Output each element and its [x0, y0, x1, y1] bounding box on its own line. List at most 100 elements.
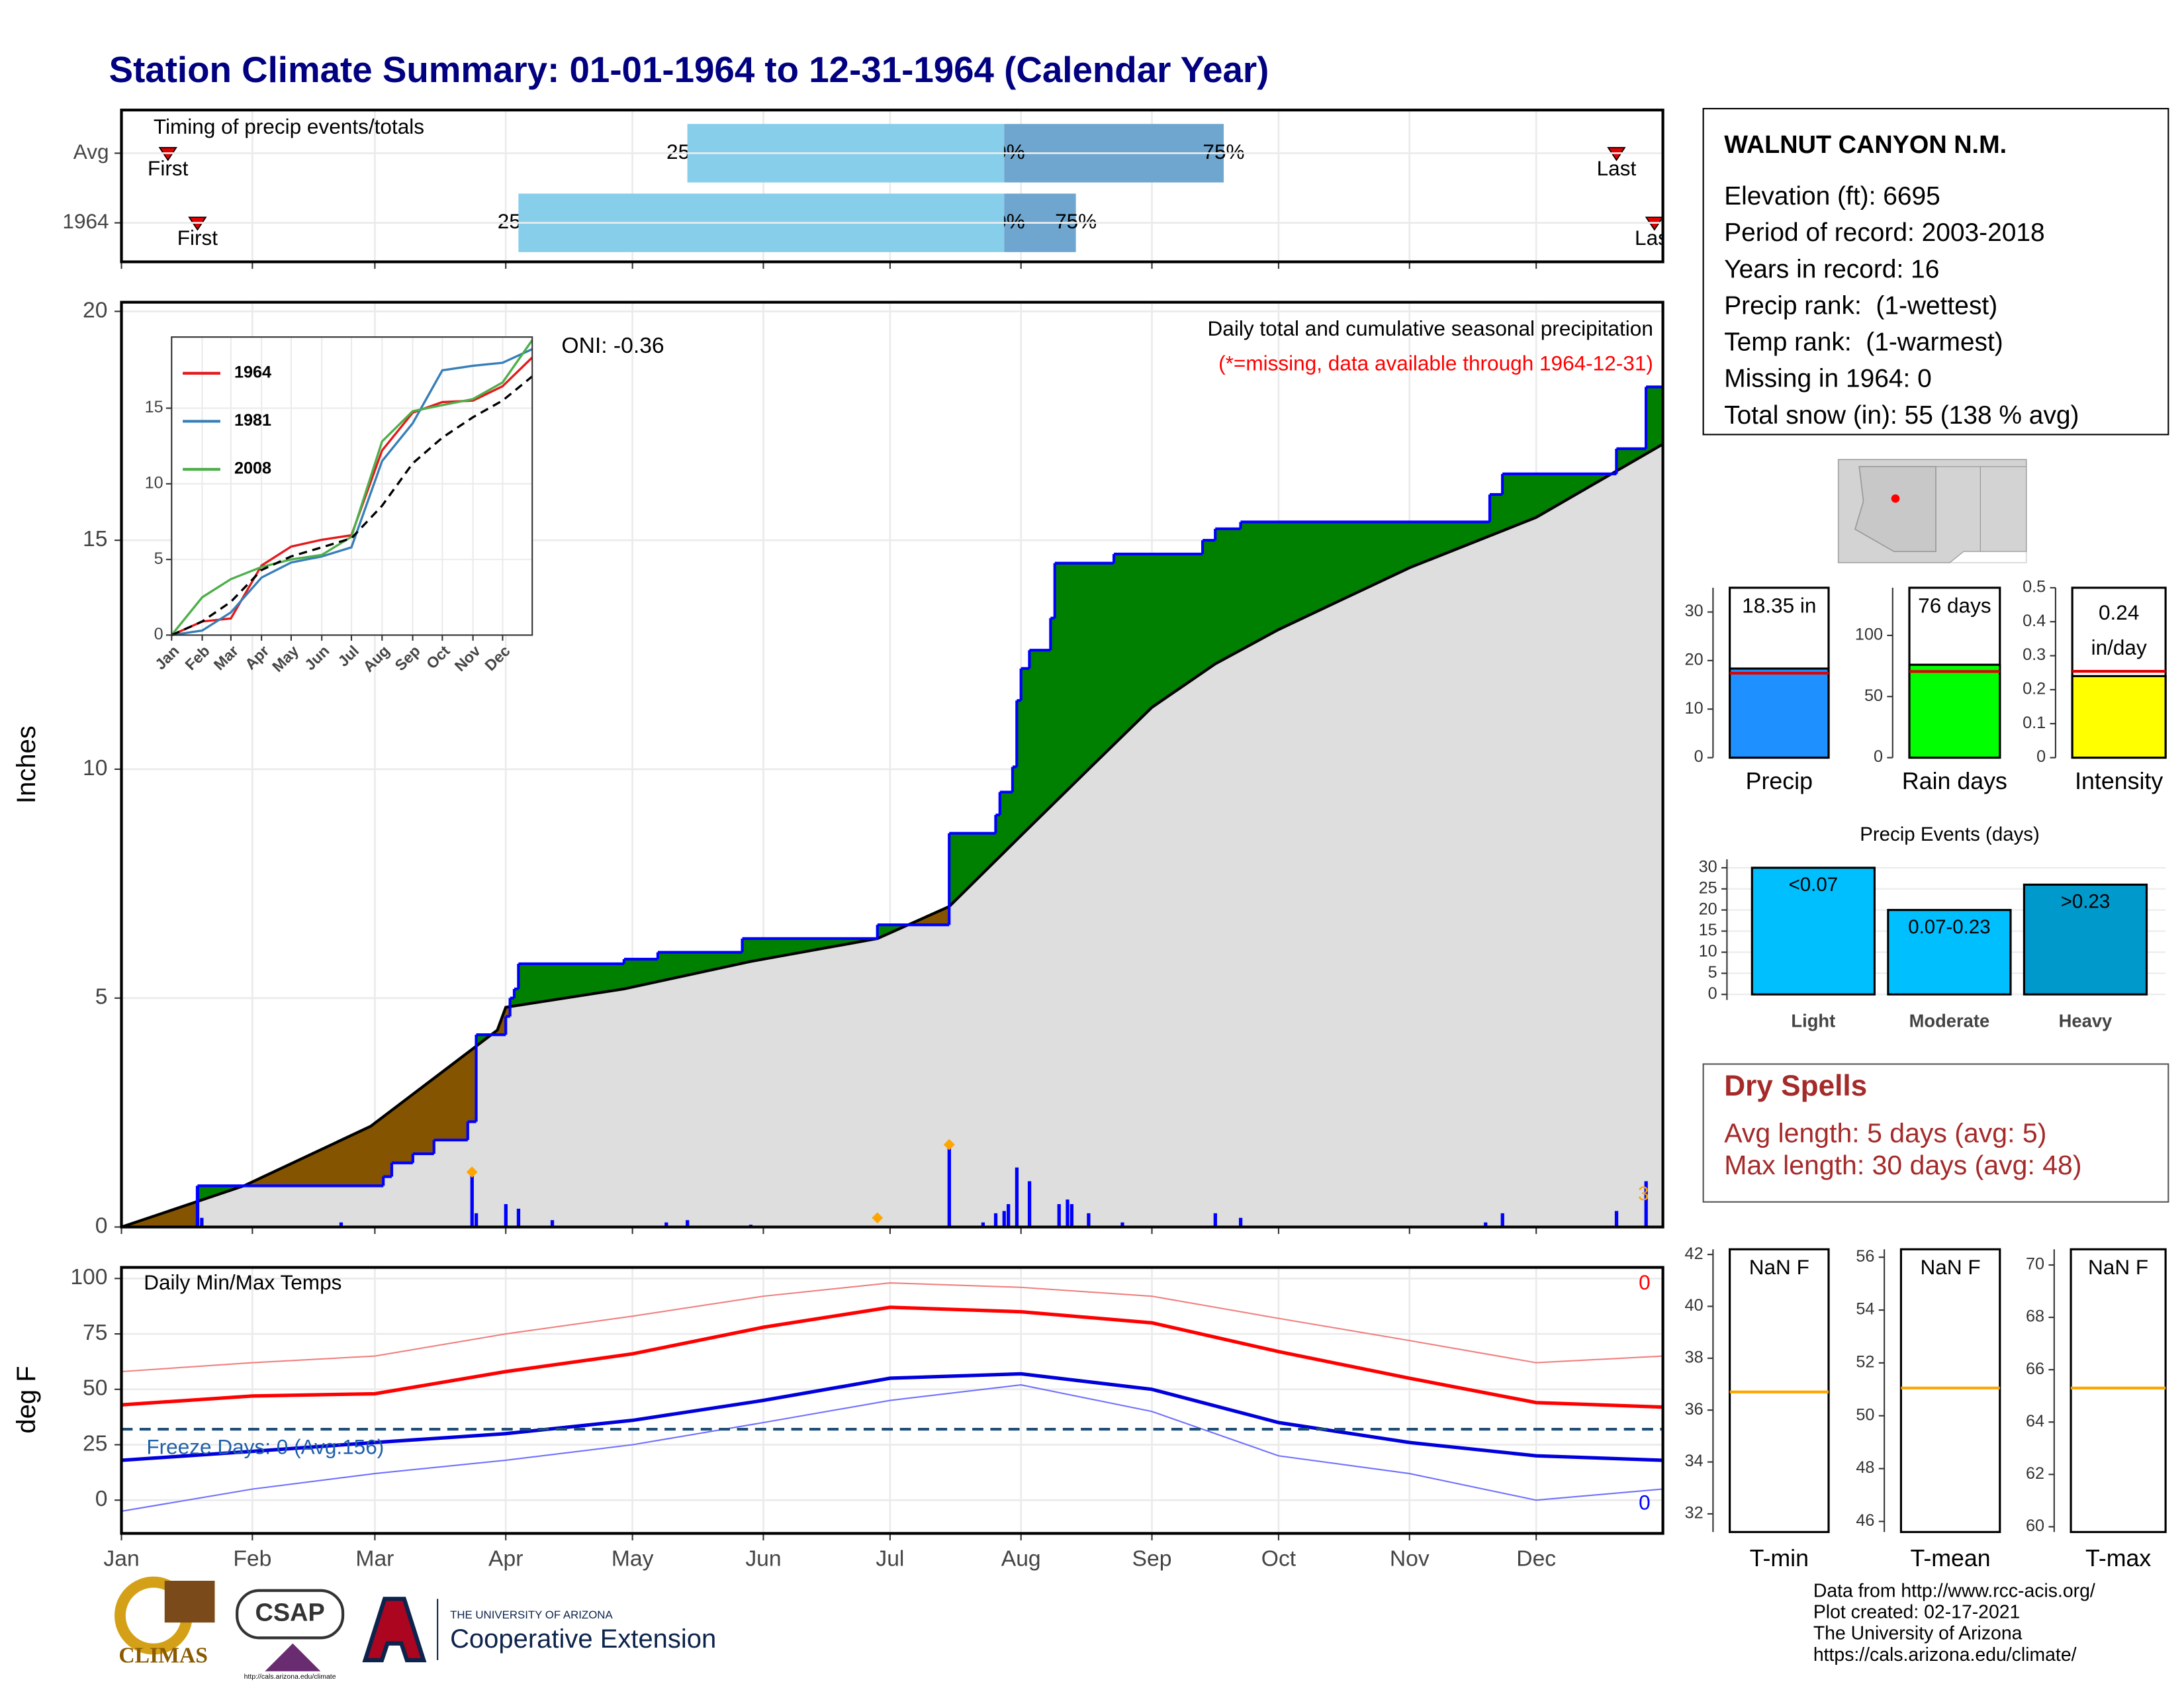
bar: [1751, 867, 1876, 996]
y-tick-label: 10: [1699, 942, 1717, 961]
csap-mountain: [265, 1643, 321, 1671]
x-tick-label: Oct: [1261, 1546, 1297, 1571]
x-tick-label: Aug: [1001, 1546, 1041, 1571]
y-axis-label: Inches: [12, 726, 41, 804]
daily-bar: [1644, 1181, 1648, 1227]
station-line: Precip rank: (1-wettest): [1724, 291, 1997, 320]
daily-bar: [1027, 1181, 1032, 1227]
bar: [2023, 883, 2148, 996]
bin-label: >0.23: [2061, 891, 2111, 913]
quartile-label: 75%: [1055, 209, 1097, 233]
y-tick-label: 60: [2026, 1517, 2044, 1535]
bar: [1729, 667, 1830, 759]
y-tick-label: 0: [95, 1487, 108, 1511]
timing-title: Timing of precip events/totals: [154, 115, 424, 138]
note: 3: [1638, 1183, 1649, 1205]
daily-bar: [1015, 1167, 1019, 1227]
y-tick-label: 54: [1856, 1300, 1874, 1319]
temp-line: [121, 1372, 1663, 1462]
daily-bar: [981, 1222, 985, 1227]
row-label: 1964: [62, 209, 109, 233]
category-label: Heavy: [2059, 1011, 2113, 1031]
value-label: NaN F: [1921, 1255, 1981, 1279]
y-tick-label: 46: [1856, 1511, 1874, 1530]
y-tick-label: 10: [145, 474, 163, 492]
y-tick-label: 0.4: [2023, 612, 2046, 630]
category-label: T-max: [2085, 1545, 2151, 1571]
station-line: Temp rank: (1-warmest): [1724, 328, 2003, 357]
y-tick-label: 64: [2026, 1412, 2044, 1430]
event-label: First: [148, 156, 189, 180]
y-tick-label: 36: [1685, 1400, 1704, 1419]
daily-bar: [516, 1208, 521, 1227]
daily-bar: [195, 1186, 200, 1227]
y-tick-label: 0.3: [2023, 645, 2046, 664]
station-line: Years in record: 16: [1724, 255, 1939, 283]
y-tick-label: 42: [1685, 1244, 1704, 1263]
station-line: Elevation (ft): 6695: [1724, 182, 1940, 211]
value-label: NaN F: [1749, 1255, 1809, 1279]
bar: [1887, 909, 2012, 996]
y-tick-label: 30: [1699, 858, 1717, 876]
inset-line: [171, 375, 533, 636]
quartile-label: 75%: [1203, 140, 1244, 164]
precip-subtitle: (*=missing, data available through 1964-…: [1218, 352, 1653, 375]
y-tick-label: 0.1: [2023, 714, 2046, 732]
daily-bar: [470, 1172, 474, 1227]
oni-label: ONI: -0.36: [561, 334, 664, 358]
map: [1837, 459, 2027, 564]
x-tick-label: Sep: [1132, 1546, 1172, 1571]
panel-border: [120, 1266, 1664, 1535]
dry-spell-line: Max length: 30 days (avg: 48): [1724, 1150, 2081, 1180]
x-tick-label: Mar: [355, 1546, 394, 1571]
y-tick-label: 0.5: [2023, 578, 2046, 596]
daily-bar: [200, 1217, 204, 1227]
y-tick-label: 50: [1864, 686, 1883, 705]
ua-text: THE UNIVERSITY OF ARIZONA: [450, 1609, 613, 1621]
temp-line: [121, 1384, 1663, 1513]
station-line: Total snow (in): 55 (138 % avg): [1724, 401, 2079, 430]
daily-bar: [947, 1145, 951, 1227]
y-tick-label: 20: [83, 298, 107, 322]
daily-bar: [1238, 1217, 1243, 1227]
y-tick-label: 20: [1685, 651, 1704, 669]
y-tick-label: 50: [1856, 1405, 1874, 1424]
csap-cloud: [236, 1589, 345, 1640]
daily-bar: [1002, 1211, 1006, 1227]
box: [1899, 1248, 2001, 1533]
climas-text: CLIMAS: [118, 1643, 208, 1667]
station-box: [1702, 108, 2169, 436]
daily-bar: [550, 1220, 555, 1227]
daily-bar: [504, 1204, 508, 1227]
y-tick-label: 25: [83, 1431, 107, 1456]
x-tick-label: Feb: [233, 1546, 271, 1571]
dry-spells-title: Dry Spells: [1724, 1070, 1867, 1102]
daily-bar: [1069, 1204, 1074, 1227]
daily-bar: [1120, 1222, 1124, 1227]
y-tick-label: 5: [154, 549, 163, 568]
ua-logo: [362, 1597, 427, 1663]
extension-text: Cooperative Extension: [450, 1624, 716, 1654]
y-tick-label: 0: [2036, 747, 2046, 766]
bar: [2071, 675, 2167, 759]
legend-label: 1964: [234, 363, 271, 382]
y-axis-label: deg F: [12, 1366, 41, 1433]
x-tick-label: Jun: [745, 1546, 781, 1571]
record-count: 0: [1639, 1491, 1651, 1515]
temp-line: [121, 1305, 1663, 1409]
box: [2070, 1248, 2167, 1533]
value-label: NaN F: [2088, 1255, 2148, 1279]
dry-spells-box: [1702, 1063, 2169, 1203]
events-title: Precip Events (days): [1860, 823, 2040, 845]
y-tick-label: 5: [1708, 963, 1717, 982]
freeze-label: Freeze Days: 0 (Avg:156): [146, 1434, 384, 1458]
row-label: Avg: [73, 140, 109, 164]
csap-url: http://cals.arizona.edu/climate: [244, 1673, 336, 1681]
y-tick-label: 32: [1685, 1504, 1704, 1523]
y-tick-label: 52: [1856, 1353, 1874, 1372]
y-tick-label: 15: [83, 527, 107, 551]
event-label: Last: [1597, 156, 1637, 180]
panel-border: [120, 109, 1664, 263]
x-tick-label: Jan: [103, 1546, 139, 1571]
footer-line: The University of Arizona: [1813, 1623, 2023, 1644]
